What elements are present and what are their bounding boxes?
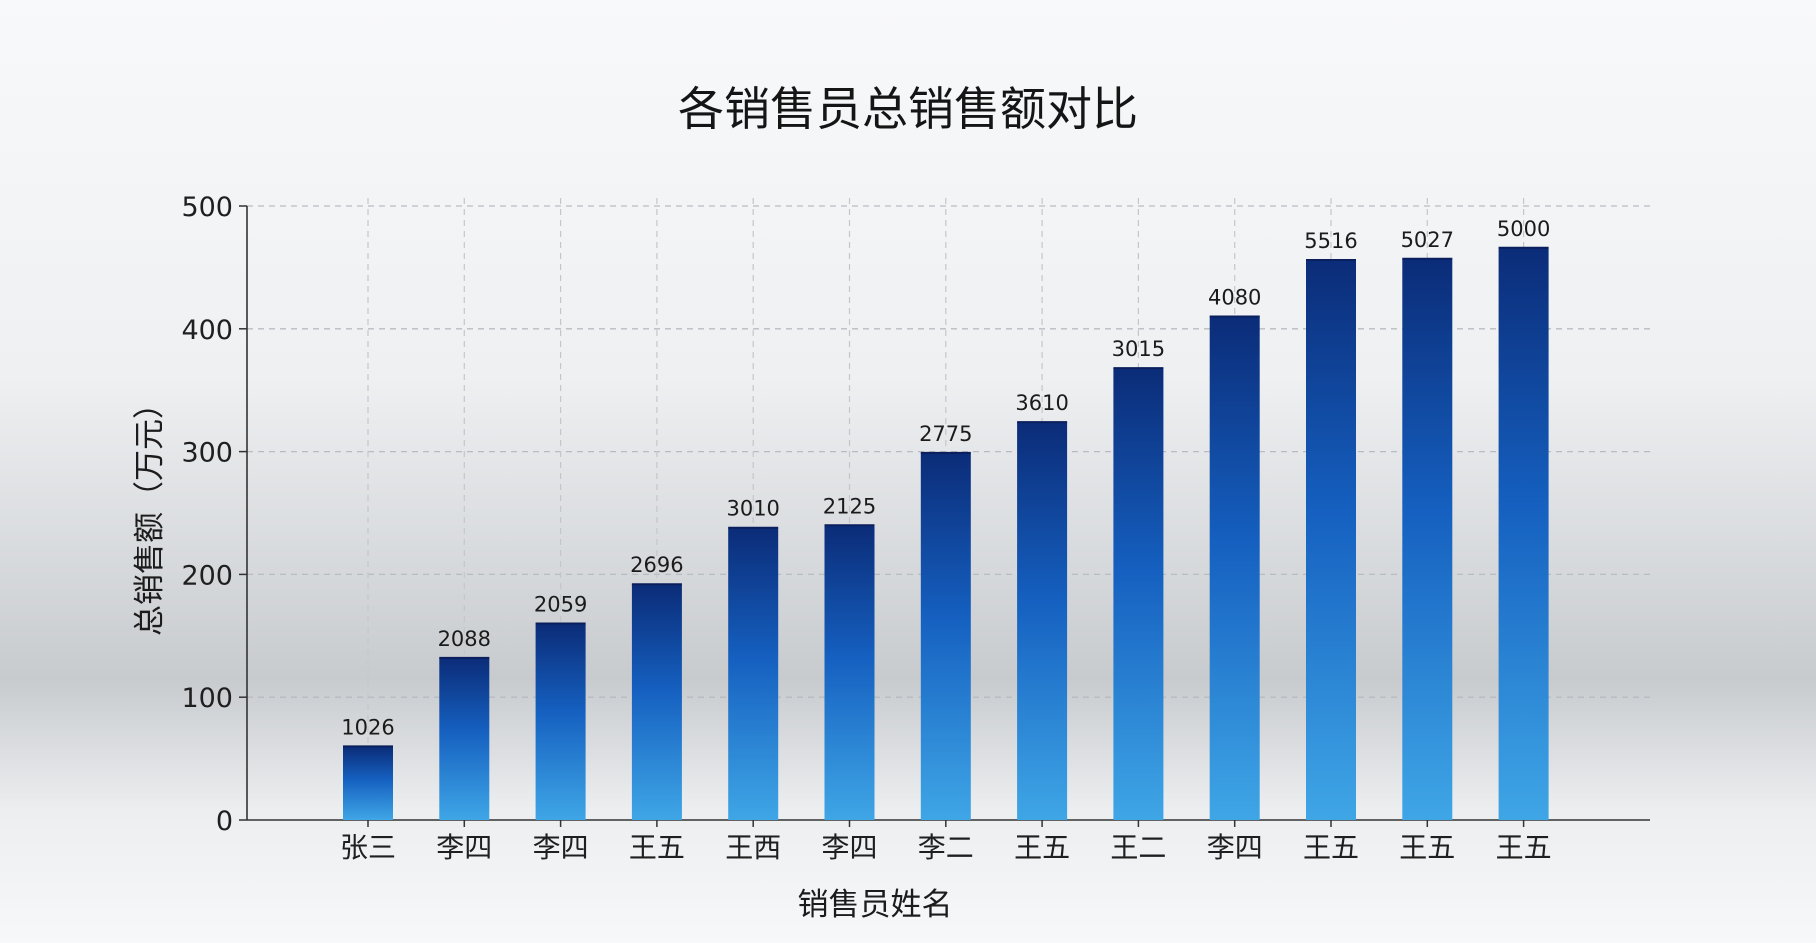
data-label: 5000 — [1497, 217, 1550, 241]
data-label: 5027 — [1401, 228, 1454, 252]
y-tick-label: 0 — [216, 806, 233, 837]
x-tick-label: 王五 — [1014, 831, 1070, 864]
x-tick-label: 王二 — [1110, 831, 1166, 864]
bars — [343, 246, 1549, 821]
y-axis-title: 总销售额（万元） — [132, 388, 168, 636]
bar — [920, 452, 971, 820]
chart-title: 各销售员总销售额对比 — [678, 82, 1138, 136]
labels: 0 100 200 300 400 500 1026 张三 2088 李四 2059 李四 2696 王五… — [181, 192, 1551, 864]
x-axis-title: 销售员姓名 — [798, 887, 953, 923]
data-label: 2696 — [630, 553, 683, 577]
data-label: 1026 — [341, 715, 394, 739]
bar — [535, 623, 586, 820]
bar — [343, 746, 393, 820]
data-label: 2775 — [919, 422, 972, 446]
data-label: 2125 — [823, 494, 876, 518]
x-tick-label: 王西 — [725, 831, 781, 864]
data-label: 5516 — [1304, 229, 1357, 253]
data-label: 4080 — [1208, 286, 1261, 310]
x-tick-label: 张三 — [340, 831, 396, 864]
y-tick-label: 400 — [181, 315, 233, 346]
data-label: 3010 — [726, 497, 779, 521]
x-tick-label: 王五 — [629, 831, 685, 864]
x-tick-label: 王五 — [1303, 831, 1359, 864]
y-tick-label: 300 — [181, 438, 233, 469]
data-label: 2088 — [438, 627, 491, 651]
bar — [1306, 260, 1356, 821]
bar — [1402, 258, 1453, 821]
bar — [1498, 247, 1549, 820]
bar — [1017, 422, 1068, 820]
bar — [728, 527, 779, 820]
data-label: 2059 — [534, 593, 587, 617]
bar — [631, 584, 682, 820]
x-tick-label: 李四 — [1207, 831, 1263, 864]
x-tick-label: 王五 — [1399, 831, 1455, 864]
x-tick-label: 李四 — [533, 831, 589, 864]
y-tick-label: 200 — [181, 560, 233, 591]
bar — [824, 525, 875, 820]
data-label: 3610 — [1015, 391, 1068, 415]
x-tick-label: 李二 — [918, 831, 974, 864]
bar — [1209, 316, 1260, 820]
bar — [1113, 368, 1164, 820]
data-label: 3015 — [1112, 337, 1165, 361]
x-tick-label: 李四 — [821, 831, 877, 864]
x-tick-label: 王五 — [1496, 831, 1552, 864]
bar — [439, 657, 490, 820]
y-tick-label: 500 — [181, 192, 233, 223]
y-tick-label: 100 — [181, 683, 233, 714]
x-tick-label: 李四 — [436, 831, 492, 864]
